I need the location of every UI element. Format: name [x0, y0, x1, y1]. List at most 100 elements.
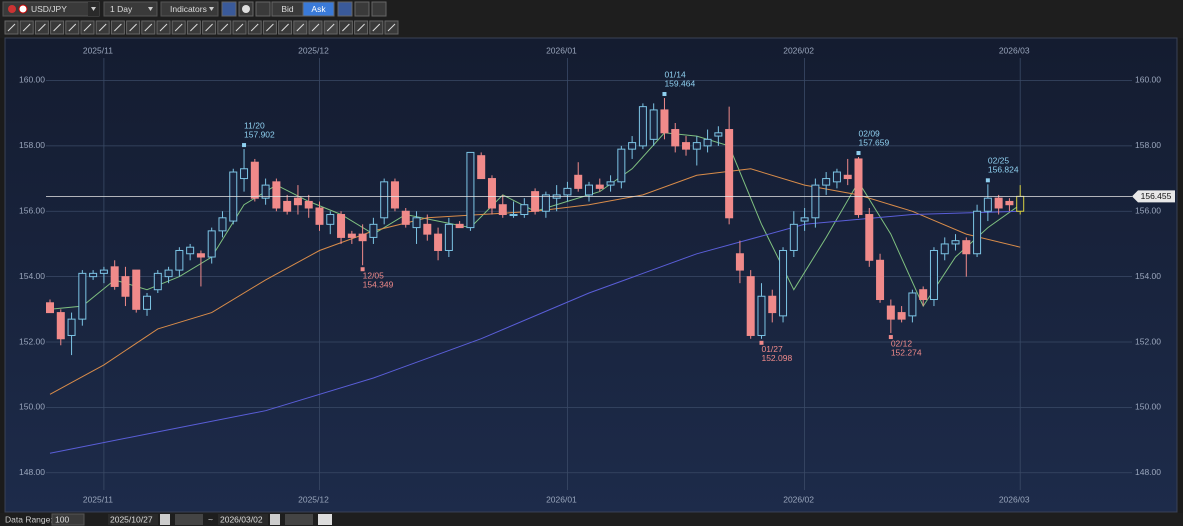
plot: 148.00 148.00 150.00 150.00 152.00 152.00 154.…: [19, 45, 1175, 504]
annotation-price: 157.659: [859, 137, 890, 147]
candle-body: [919, 289, 928, 301]
reload-button[interactable]: [318, 514, 332, 525]
draw-tool-button[interactable]: [221, 1, 237, 17]
tool-glyph: [114, 23, 122, 32]
tool-glyph: [387, 23, 396, 32]
annotation-date: 12/05: [363, 270, 385, 280]
from-text: 2025/10/27: [110, 514, 153, 524]
y-tick-label: 148.00: [19, 467, 45, 477]
extreme-marker: [856, 151, 861, 156]
candle-body: [703, 138, 712, 147]
extreme-marker: [662, 92, 667, 97]
candle-body: [768, 295, 777, 314]
candle-body: [1016, 195, 1025, 212]
x-tick-label: 2026/02: [783, 494, 814, 504]
period-select[interactable]: [103, 1, 158, 17]
annotation-price: 154.349: [363, 279, 394, 289]
indicators-text: Indicators: [170, 4, 207, 14]
candle-body: [498, 204, 507, 216]
candle-body: [735, 253, 744, 271]
candle-body: [886, 305, 895, 320]
flag-icon: [18, 4, 28, 14]
annotation-date: 01/27: [761, 344, 783, 354]
chart-type-button[interactable]: [337, 1, 353, 17]
y-tick-label: 154.00: [19, 271, 45, 281]
candle-body: [175, 249, 184, 271]
candle-body: [531, 191, 540, 212]
extreme-marker: [888, 335, 893, 340]
annotation-date: 02/25: [988, 156, 1010, 166]
candle-body: [304, 200, 313, 209]
candle-body: [973, 210, 982, 255]
x-tick-label: 2026/02: [783, 45, 814, 55]
ma-line: [49, 210, 1021, 454]
tool-glyph: [205, 23, 213, 32]
annotation-date: 01/14: [664, 69, 686, 79]
y-tick-label: 150.00: [19, 402, 45, 412]
candle-body: [250, 161, 259, 199]
annotation-price: 152.274: [891, 347, 922, 357]
extreme-marker: [759, 340, 764, 345]
tool-glyph: [311, 23, 320, 32]
candle-body: [207, 230, 216, 258]
candle-body: [240, 168, 249, 180]
tool-glyph: [326, 23, 335, 32]
bid-text: Bid: [281, 4, 294, 14]
candle-body: [347, 233, 356, 238]
count-text: 100: [55, 514, 69, 524]
candle-body: [929, 249, 938, 301]
candle-body: [99, 269, 108, 274]
candle-body: [186, 246, 195, 255]
candle-body: [951, 240, 960, 245]
y-tick-label: 158.00: [1135, 140, 1161, 150]
to-date[interactable]: [218, 514, 268, 525]
tool-glyph: [7, 23, 16, 32]
from-date[interactable]: [108, 514, 158, 525]
candle-body: [315, 207, 324, 225]
candle-body: [67, 318, 76, 336]
candle-body: [876, 259, 885, 301]
annotation-price: 157.902: [244, 129, 275, 139]
y-tick-label: 150.00: [1135, 402, 1161, 412]
tool-glyph: [68, 23, 77, 32]
tool-glyph: [357, 23, 365, 32]
zoom-out-button[interactable]: [354, 1, 370, 17]
tool-glyph: [190, 23, 198, 32]
candle-body: [682, 142, 691, 150]
annotation-date: 02/09: [859, 128, 881, 138]
tool-glyph: [281, 23, 289, 32]
tool-glyph: [144, 23, 153, 32]
plot-area: [4, 37, 1178, 513]
candle-body: [940, 243, 949, 255]
ask-button[interactable]: [302, 1, 335, 17]
y-tick-label: 154.00: [1135, 271, 1161, 281]
indicators-button[interactable]: [160, 1, 219, 17]
annotation-price: 159.464: [664, 78, 695, 88]
candle-body: [595, 184, 604, 189]
x-tick-label: 2026/03: [999, 494, 1030, 504]
time-box[interactable]: [175, 514, 203, 525]
extreme-marker: [242, 143, 247, 148]
count-select[interactable]: [51, 513, 85, 526]
candle-body: [293, 197, 302, 206]
tool-glyph: [174, 23, 183, 32]
candle-body: [477, 155, 486, 180]
time-box[interactable]: [285, 514, 313, 525]
cloud-button[interactable]: [255, 1, 271, 17]
range-separator: ~: [208, 514, 213, 524]
annotation-price: 152.098: [761, 353, 792, 363]
candle-body: [143, 295, 152, 310]
candle-body: [832, 171, 841, 183]
calendar-icon[interactable]: [270, 514, 280, 525]
calendar-icon[interactable]: [160, 514, 170, 525]
ask-text: Ask: [311, 4, 326, 14]
candle-body: [89, 272, 98, 278]
candle-body: [412, 217, 421, 229]
candle-body: [466, 151, 475, 229]
zoom-in-button[interactable]: [371, 1, 387, 17]
price-tag: [1132, 190, 1175, 203]
candle-body: [509, 214, 518, 217]
candle-body: [865, 214, 874, 261]
